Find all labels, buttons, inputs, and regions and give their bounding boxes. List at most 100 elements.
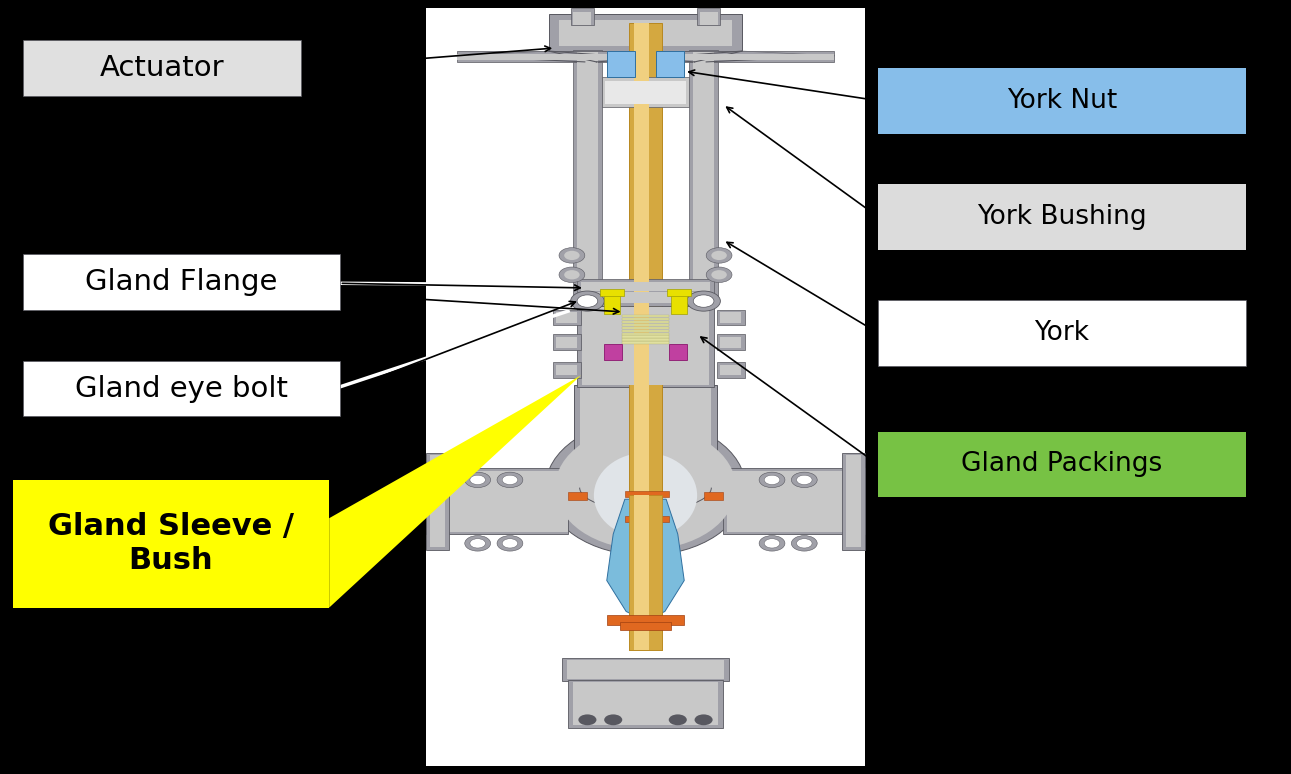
Bar (720, 312, 741, 323)
Bar (625, 491, 669, 497)
Circle shape (764, 539, 780, 548)
Bar (589, 292, 702, 303)
Bar (571, 8, 594, 25)
Circle shape (465, 472, 491, 488)
Bar (556, 365, 577, 375)
Circle shape (571, 291, 604, 311)
Text: York Nut: York Nut (1007, 87, 1117, 114)
Bar (697, 8, 720, 25)
Bar (622, 338, 669, 341)
Text: Gland eye bolt: Gland eye bolt (75, 375, 288, 402)
Bar (602, 77, 689, 107)
Bar (607, 51, 635, 77)
Text: Gland Flange: Gland Flange (85, 268, 278, 296)
Circle shape (497, 472, 523, 488)
Circle shape (764, 475, 780, 485)
Bar (723, 468, 865, 534)
Bar (720, 365, 741, 375)
Circle shape (791, 536, 817, 551)
Bar (430, 455, 445, 547)
Text: York: York (1034, 320, 1090, 346)
Circle shape (695, 714, 713, 725)
Circle shape (711, 251, 727, 260)
Bar (878, 68, 1246, 133)
Bar (580, 388, 711, 516)
Bar (629, 495, 662, 650)
Bar (577, 305, 714, 387)
Bar (605, 81, 686, 104)
Text: Actuator: Actuator (99, 54, 225, 82)
Circle shape (564, 251, 580, 260)
Bar (620, 622, 671, 630)
Circle shape (797, 539, 812, 548)
Circle shape (578, 714, 596, 725)
Bar (568, 492, 587, 500)
Bar (634, 495, 649, 650)
Polygon shape (607, 499, 684, 621)
Circle shape (711, 270, 727, 279)
Circle shape (559, 248, 585, 263)
Bar (13, 480, 329, 608)
Bar (556, 312, 577, 323)
Circle shape (669, 714, 687, 725)
Bar (727, 471, 865, 532)
Bar (577, 52, 598, 296)
Ellipse shape (555, 426, 736, 550)
Bar (878, 431, 1246, 497)
Bar (607, 615, 684, 625)
Bar (556, 337, 577, 348)
Bar (634, 23, 649, 650)
Circle shape (687, 291, 720, 311)
Bar (549, 14, 742, 51)
Circle shape (502, 475, 518, 485)
Bar (553, 310, 581, 325)
Bar (622, 318, 669, 320)
Bar (622, 335, 669, 337)
Bar (604, 293, 620, 314)
Text: Gland Packings: Gland Packings (962, 451, 1162, 478)
Bar (656, 51, 684, 77)
Bar (23, 254, 340, 310)
Circle shape (791, 472, 817, 488)
Bar (622, 341, 669, 344)
Bar (582, 307, 709, 385)
Bar (23, 361, 340, 416)
Bar (23, 40, 301, 96)
Bar (878, 184, 1246, 249)
Polygon shape (630, 503, 658, 600)
Bar (426, 453, 449, 550)
Bar (553, 362, 581, 378)
Bar (704, 492, 723, 500)
Circle shape (604, 714, 622, 725)
Bar (622, 330, 669, 332)
Bar (622, 320, 669, 323)
Bar (573, 50, 602, 298)
Bar (567, 660, 724, 679)
Ellipse shape (545, 420, 745, 556)
Bar (457, 51, 834, 62)
Bar (430, 471, 568, 532)
Bar (717, 310, 745, 325)
Bar (693, 52, 714, 296)
Circle shape (759, 536, 785, 551)
Bar (562, 658, 729, 681)
Text: York Bushing: York Bushing (977, 204, 1146, 230)
Bar (426, 468, 568, 534)
Circle shape (797, 475, 812, 485)
Bar (700, 12, 718, 25)
Bar (625, 516, 669, 522)
Polygon shape (329, 375, 581, 608)
Bar (689, 50, 718, 298)
Bar (622, 324, 669, 326)
Circle shape (564, 270, 580, 279)
Bar (717, 334, 745, 350)
Bar (559, 20, 732, 46)
Bar (842, 453, 865, 550)
Bar (622, 315, 669, 317)
Bar (573, 682, 718, 725)
Bar (720, 337, 741, 348)
Bar (574, 385, 717, 519)
Bar (577, 279, 714, 293)
Circle shape (759, 472, 785, 488)
Bar (573, 12, 591, 25)
